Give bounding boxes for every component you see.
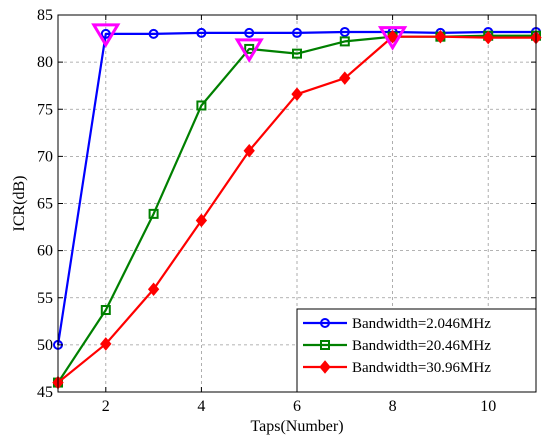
x-axis-label: Taps(Number) <box>250 418 343 435</box>
data-point <box>292 27 302 38</box>
data-point <box>243 143 255 158</box>
data-point <box>100 305 111 316</box>
y-tick-label: 65 <box>37 196 53 213</box>
y-tick-label: 80 <box>37 54 53 71</box>
annotation-layer <box>91 23 408 63</box>
y-tick-label: 60 <box>37 243 53 260</box>
x-tick-label: 10 <box>480 398 496 415</box>
data-point <box>386 29 399 44</box>
data-point <box>244 43 255 54</box>
y-tick-label: 50 <box>37 337 53 354</box>
legend: Bandwidth=2.046MHz Bandwidth=20.46MHz Band… <box>296 308 537 393</box>
data-point <box>147 282 160 297</box>
legend-marker <box>320 340 330 350</box>
data-point <box>292 48 302 59</box>
data-point <box>100 28 111 39</box>
y-tick-label: 85 <box>37 7 53 24</box>
y-tick-label: 55 <box>37 290 53 307</box>
data-point <box>148 208 159 219</box>
series-layer <box>52 26 542 390</box>
data-point <box>339 36 350 47</box>
data-point <box>482 30 494 45</box>
x-tick-label: 2 <box>102 398 110 415</box>
data-point <box>339 71 351 85</box>
legend-label: Bandwidth=20.46MHz <box>352 338 491 354</box>
data-point <box>100 337 112 351</box>
x-tick-label: 8 <box>389 398 397 415</box>
data-point <box>196 100 207 111</box>
data-point <box>339 26 350 37</box>
annotation-marker <box>91 23 121 48</box>
annotation-marker <box>377 26 408 51</box>
x-tick-label: 4 <box>197 398 205 415</box>
data-point <box>291 87 303 101</box>
data-point <box>195 213 208 228</box>
data-point <box>244 27 255 38</box>
annotation-marker <box>234 38 264 63</box>
x-tick-label: 6 <box>293 398 301 415</box>
legend-marker <box>319 360 331 374</box>
y-tick-label: 45 <box>37 384 53 401</box>
y-tick-label: 70 <box>37 148 53 165</box>
series-line <box>56 30 536 346</box>
data-point <box>148 28 159 39</box>
y-axis-label: ICR(dB) <box>11 176 28 232</box>
legend-label: Bandwidth=2.046MHz <box>352 316 491 332</box>
legend-label: Bandwidth=30.96MHz <box>352 360 491 376</box>
legend-marker <box>320 318 330 328</box>
data-point <box>196 27 207 38</box>
y-tick-label: 75 <box>37 101 53 118</box>
ticks: 2 4 6 8 10 45 50 55 60 65 70 75 80 85 <box>37 7 536 415</box>
data-point <box>434 29 447 44</box>
